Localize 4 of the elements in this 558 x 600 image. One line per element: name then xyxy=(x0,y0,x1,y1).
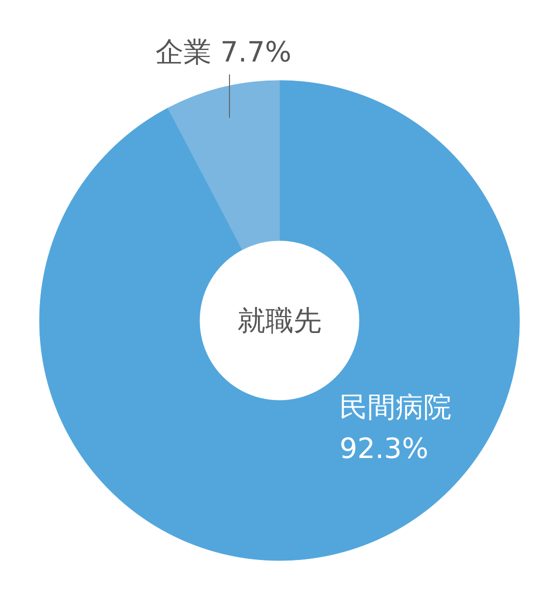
slice-label: 民間病院 xyxy=(340,390,452,424)
text: 就職先 xyxy=(238,304,322,337)
data-label: 92.3% xyxy=(340,432,428,465)
slice-label: 企業 7.7% xyxy=(155,36,292,68)
